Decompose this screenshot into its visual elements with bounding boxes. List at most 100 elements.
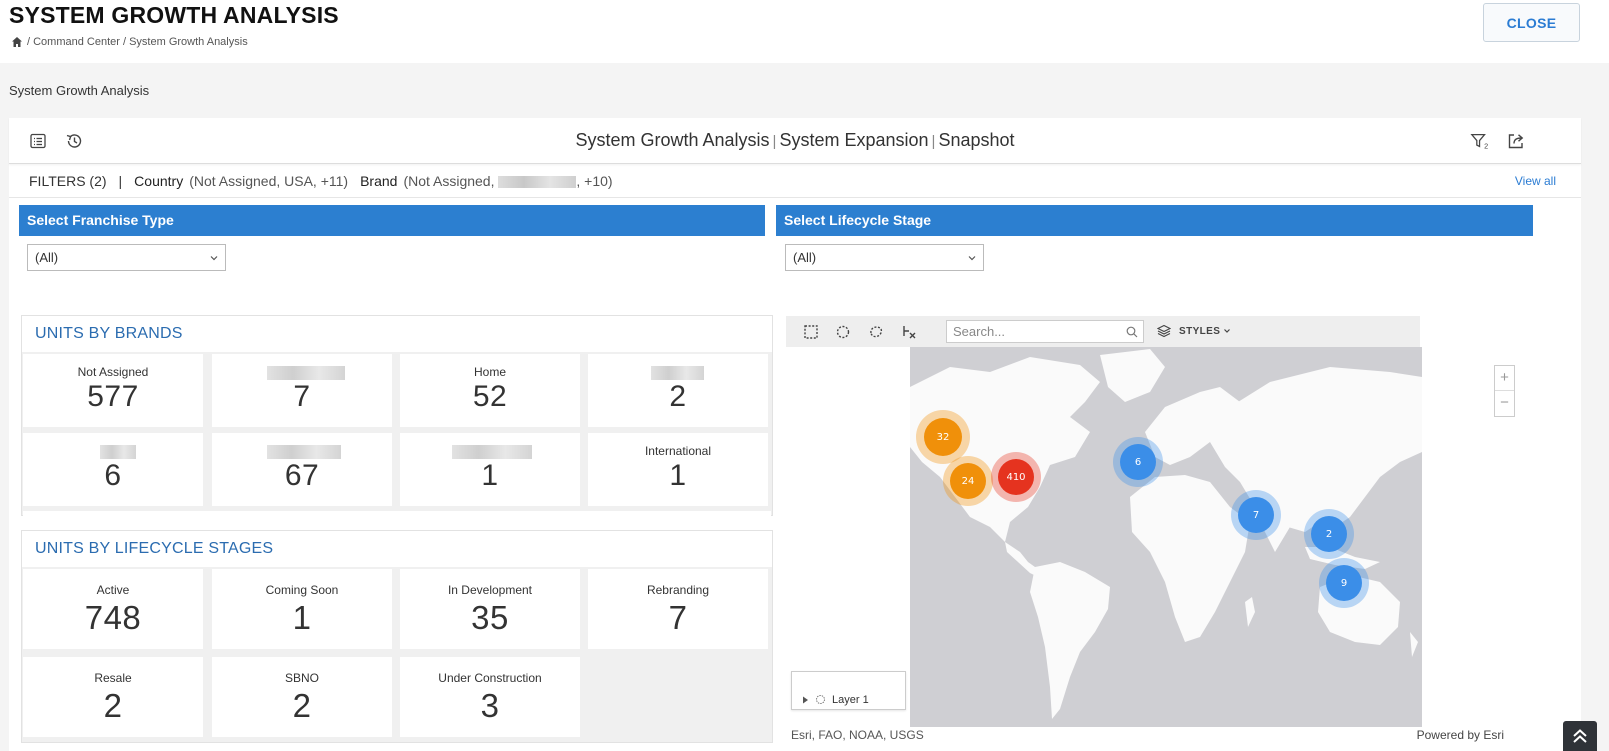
lifecycle-tile-value: 3	[480, 687, 500, 724]
brand-filter-label: Brand	[360, 173, 398, 189]
layers-icon	[1157, 324, 1171, 338]
search-icon[interactable]	[1126, 326, 1138, 338]
zoom-out-button[interactable]: −	[1500, 394, 1509, 411]
lifecycle-tile-value: 1	[292, 599, 312, 636]
country-filter-label: Country	[134, 173, 184, 189]
lifecycle-tile[interactable]: Rebranding 7	[588, 569, 768, 649]
brand-tile[interactable]: 1	[400, 433, 580, 506]
view-all-link[interactable]: View all	[1514, 174, 1556, 188]
landmass-indonesia	[1305, 547, 1380, 569]
layer-icon	[816, 695, 825, 704]
powered-by-esri[interactable]: Powered by Esri	[1416, 728, 1504, 742]
lifecycle-stage-select[interactable]: (All)	[785, 244, 984, 271]
styles-label: STYLES	[1179, 325, 1221, 337]
breadcrumb-trail[interactable]: / Command Center / System Growth Analysi…	[27, 36, 248, 48]
map-cluster[interactable]: 2	[1304, 509, 1354, 559]
brand-tile-value: 1	[669, 459, 687, 492]
lifecycle-tile[interactable]: SBNO 2	[212, 657, 392, 737]
map-cluster[interactable]: 6	[1113, 437, 1163, 487]
caret-right-icon[interactable]	[802, 696, 809, 704]
map-styles-button[interactable]: STYLES	[1157, 324, 1231, 338]
title-part-analysis[interactable]: System Growth Analysis	[575, 130, 770, 150]
filter-count-badge: 2	[1484, 141, 1488, 150]
breadcrumb: / Command Center / System Growth Analysi…	[11, 36, 248, 48]
brand-tile-value: 52	[472, 380, 508, 413]
layer-list[interactable]: Layer 1	[791, 671, 906, 710]
map-cluster[interactable]: 24	[943, 456, 993, 506]
lifecycle-tile[interactable]: Active 748	[23, 569, 203, 649]
map-toolbar: Search... STYLES	[786, 316, 1532, 347]
franchise-type-select[interactable]: (All)	[27, 244, 226, 271]
cluster-count: 9	[1326, 565, 1362, 601]
double-chevron-up-icon	[1573, 729, 1587, 743]
brand-tile[interactable]: Not Assigned 577	[23, 354, 203, 427]
lifecycle-tile-label: Under Construction	[438, 671, 542, 685]
lifecycle-tile[interactable]: Under Construction 3	[400, 657, 580, 737]
title-part-expansion[interactable]: System Expansion	[779, 130, 929, 150]
brand-tile[interactable]: 2	[588, 354, 768, 427]
page-title: SYSTEM GROWTH ANALYSIS	[9, 2, 339, 28]
cluster-count: 24	[950, 463, 986, 499]
brand-filter-value-start: (Not Assigned,	[403, 173, 495, 189]
dashboard-title: System Growth Analysis | System Expansion |…	[9, 130, 1581, 151]
zoom-controls: + −	[1494, 365, 1515, 417]
history-icon[interactable]	[64, 131, 84, 151]
section-label: System Growth Analysis	[9, 83, 150, 98]
cluster-count: 2	[1311, 516, 1347, 552]
zoom-in-button[interactable]: +	[1495, 366, 1514, 391]
brand-tile[interactable]: International 1	[588, 433, 768, 506]
units-by-lifecycle-panel: UNITS BY LIFECYCLE STAGES Active 748 Com…	[21, 530, 773, 743]
filters-divider: |	[118, 173, 123, 189]
map-search-input[interactable]: Search...	[946, 320, 1144, 343]
scroll-peek-row	[23, 511, 771, 516]
brand-tile-value: 67	[284, 459, 320, 492]
lifecycle-tile[interactable]: Coming Soon 1	[212, 569, 392, 649]
landmass-europe	[1145, 387, 1240, 465]
map-cluster[interactable]: 9	[1319, 558, 1369, 608]
map-cluster[interactable]: 32	[916, 410, 970, 464]
filter-bar: FILTERS (2) | Country (Not Assigned, USA…	[9, 164, 1581, 198]
clear-selection-icon[interactable]	[901, 324, 917, 340]
toolbar-spacer	[1420, 316, 1532, 347]
units-by-lifecycle-title: UNITS BY LIFECYCLE STAGES	[22, 531, 772, 567]
home-icon[interactable]	[11, 36, 23, 48]
brand-tile[interactable]: 7	[212, 354, 392, 427]
map-attribution: Esri, FAO, NOAA, USGS	[791, 728, 924, 742]
redacted-label	[452, 445, 532, 459]
map-cluster[interactable]: 7	[1231, 490, 1281, 540]
cluster-count: 6	[1120, 444, 1156, 480]
chevron-down-icon	[210, 256, 218, 261]
landmass-greenland	[1100, 349, 1165, 402]
scroll-to-top-button[interactable]	[1563, 721, 1597, 751]
cluster-count: 410	[998, 459, 1034, 495]
layer-label: Layer 1	[832, 693, 869, 706]
landmass-central-america	[1005, 542, 1038, 577]
brand-tile[interactable]: 67	[212, 433, 392, 506]
share-icon[interactable]	[1506, 131, 1526, 151]
lifecycle-tile[interactable]: In Development 35	[400, 569, 580, 649]
lifecycle-tile-label: In Development	[447, 583, 533, 597]
rectangle-select-icon[interactable]	[803, 324, 819, 340]
landmass-madagascar	[1245, 597, 1255, 627]
filter-icon[interactable]: 2	[1470, 131, 1490, 151]
close-button[interactable]: CLOSE	[1483, 3, 1580, 42]
list-icon[interactable]	[28, 131, 48, 151]
lifecycle-stage-value: (All)	[793, 250, 817, 265]
franchise-type-header: Select Franchise Type	[19, 205, 765, 236]
title-part-snapshot[interactable]: Snapshot	[938, 130, 1015, 150]
landmass-new-zealand	[1410, 632, 1418, 657]
units-by-brands-title: UNITS BY BRANDS	[22, 316, 772, 352]
brand-tile[interactable]: Home 52	[400, 354, 580, 427]
redacted-label	[651, 366, 704, 380]
country-filter-value: (Not Assigned, USA, +11)	[189, 173, 349, 189]
lasso-select-icon[interactable]	[868, 324, 884, 340]
map-cluster[interactable]: 410	[991, 452, 1041, 502]
chevron-down-icon	[1224, 329, 1231, 333]
cluster-count: 7	[1238, 497, 1274, 533]
brand-tile[interactable]: 6	[23, 433, 203, 506]
filters-label[interactable]: FILTERS (2)	[29, 173, 107, 189]
brand-tile-label: Home	[473, 365, 506, 379]
circle-select-icon[interactable]	[835, 324, 851, 340]
lifecycle-tile[interactable]: Resale 2	[23, 657, 203, 737]
map-panel: Search... STYLES	[786, 316, 1532, 744]
